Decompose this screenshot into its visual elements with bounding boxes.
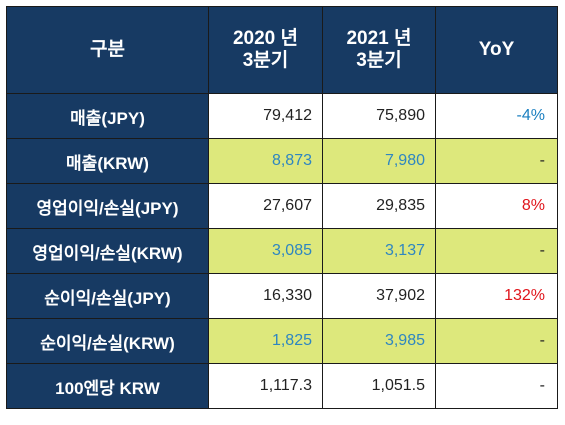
table-row: 순이익/손실(JPY) 16,330 37,902 132% xyxy=(6,273,558,319)
table-row: 영업이익/손실(JPY) 27,607 29,835 8% xyxy=(6,183,558,229)
header-2021-quarter: 3분기 xyxy=(356,50,402,71)
financial-summary: 구분 2020 년 3분기 2021 년 3분기 YoY 매출(JPY) 79,… xyxy=(6,6,558,415)
value-yoy: - xyxy=(435,228,558,274)
header-2021-year: 2021 년 xyxy=(346,28,412,49)
table-row: 순이익/손실(KRW) 1,825 3,985 - xyxy=(6,318,558,364)
value-2020: 8,873 xyxy=(208,138,323,184)
value-2021: 75,890 xyxy=(322,93,436,139)
value-2021: 29,835 xyxy=(322,183,436,229)
header-2020-quarter: 3분기 xyxy=(242,50,289,71)
value-yoy: 8% xyxy=(435,183,558,229)
value-2021: 1,051.5 xyxy=(322,363,436,409)
earnings-table: 구분 2020 년 3분기 2021 년 3분기 YoY 매출(JPY) 79,… xyxy=(6,6,558,409)
value-2020: 27,607 xyxy=(208,183,323,229)
row-label: 영업이익/손실(KRW) xyxy=(6,228,209,274)
row-label: 매출(JPY) xyxy=(6,93,209,139)
header-row: 구분 2020 년 3분기 2021 년 3분기 YoY xyxy=(6,6,558,94)
table-row: 영업이익/손실(KRW) 3,085 3,137 - xyxy=(6,228,558,274)
value-yoy: - xyxy=(435,363,558,409)
value-2020: 1,825 xyxy=(208,318,323,364)
value-yoy: - xyxy=(435,318,558,364)
row-label: 매출(KRW) xyxy=(6,138,209,184)
value-yoy: -4% xyxy=(435,93,558,139)
value-2021: 7,980 xyxy=(322,138,436,184)
row-label: 순이익/손실(JPY) xyxy=(6,273,209,319)
value-2020: 16,330 xyxy=(208,273,323,319)
header-2021-q3: 2021 년 3분기 xyxy=(322,6,436,94)
value-2021: 3,985 xyxy=(322,318,436,364)
value-2021: 3,137 xyxy=(322,228,436,274)
value-2021: 37,902 xyxy=(322,273,436,319)
table-row: 100엔당 KRW 1,117.3 1,051.5 - xyxy=(6,363,558,409)
value-yoy: - xyxy=(435,138,558,184)
table-row: 매출(JPY) 79,412 75,890 -4% xyxy=(6,93,558,139)
header-2020-q3: 2020 년 3분기 xyxy=(208,6,323,94)
header-2020-year: 2020 년 xyxy=(232,28,299,49)
row-label: 100엔당 KRW xyxy=(6,363,209,409)
row-label: 영업이익/손실(JPY) xyxy=(6,183,209,229)
table-row: 매출(KRW) 8,873 7,980 - xyxy=(6,138,558,184)
value-yoy: 132% xyxy=(435,273,558,319)
header-category: 구분 xyxy=(6,6,209,94)
value-2020: 1,117.3 xyxy=(208,363,323,409)
row-label: 순이익/손실(KRW) xyxy=(6,318,209,364)
header-yoy: YoY xyxy=(435,6,558,94)
value-2020: 3,085 xyxy=(208,228,323,274)
value-2020: 79,412 xyxy=(208,93,323,139)
